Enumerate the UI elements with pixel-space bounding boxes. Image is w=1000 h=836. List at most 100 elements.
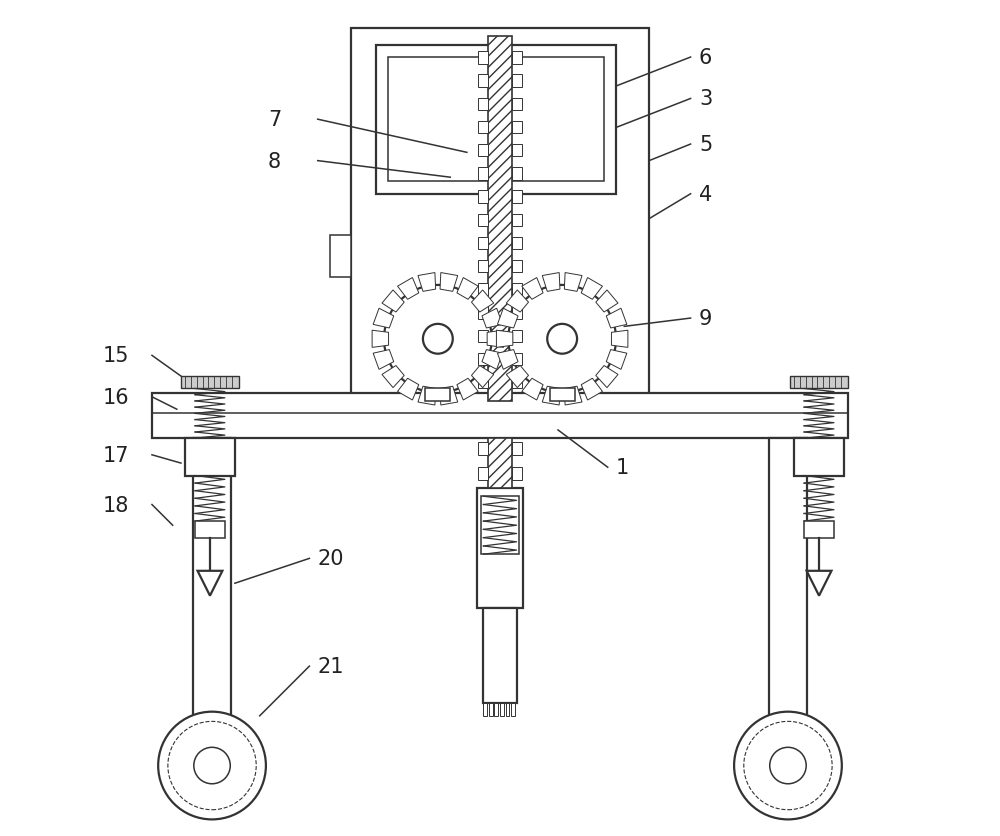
Circle shape [770,747,806,784]
Polygon shape [471,366,494,388]
Bar [512,75,522,88]
Bar [195,522,225,538]
Text: 20: 20 [318,548,344,568]
Bar [512,467,522,480]
Bar [500,704,504,716]
Circle shape [384,286,492,393]
Text: 6: 6 [699,48,712,68]
Text: 3: 3 [699,89,712,110]
Polygon shape [440,273,458,292]
Bar [478,75,488,88]
Polygon shape [487,331,504,348]
Bar [478,122,488,134]
Polygon shape [457,278,478,300]
Bar [512,443,522,456]
Bar [550,389,575,401]
Polygon shape [596,366,618,388]
Bar [483,704,487,716]
Bar [483,609,517,704]
Bar [185,439,235,476]
Text: 7: 7 [268,110,281,130]
Text: 21: 21 [318,656,344,676]
Bar [512,330,522,343]
Polygon shape [382,291,404,313]
Polygon shape [418,273,436,292]
Polygon shape [398,379,419,400]
Circle shape [158,711,266,819]
Bar [330,236,351,278]
Bar [512,168,522,181]
Polygon shape [807,571,831,596]
Bar [512,191,522,204]
Polygon shape [506,366,529,388]
Bar [351,29,649,401]
Polygon shape [457,379,478,400]
Polygon shape [522,278,543,300]
Bar [794,439,844,476]
Polygon shape [482,350,503,370]
Bar [152,393,848,439]
Bar [478,307,488,319]
Polygon shape [373,350,394,370]
Bar [488,439,512,488]
Bar [769,439,807,716]
Circle shape [423,324,453,354]
Bar [512,284,522,296]
Bar [488,38,512,401]
Polygon shape [606,350,627,370]
Bar [481,497,519,554]
Text: 9: 9 [699,308,712,329]
Text: 18: 18 [102,495,129,515]
Bar [512,99,522,111]
Bar [512,214,522,227]
Bar [512,237,522,250]
Bar [478,443,488,456]
Polygon shape [496,331,513,348]
Polygon shape [596,291,618,313]
Bar [478,284,488,296]
Text: 15: 15 [102,346,129,366]
Bar [477,488,523,609]
Bar [512,376,522,389]
Bar [478,145,488,157]
Text: 17: 17 [102,446,129,465]
Polygon shape [497,308,518,329]
Polygon shape [542,273,560,292]
Circle shape [168,721,256,810]
Text: 5: 5 [699,135,712,155]
Polygon shape [372,331,389,348]
Bar [494,704,498,716]
Circle shape [508,286,616,393]
Bar [376,45,616,195]
Bar [478,99,488,111]
Bar [478,191,488,204]
Text: 4: 4 [699,185,712,205]
Bar [511,704,515,716]
Bar [512,307,522,319]
Polygon shape [606,308,627,329]
Bar [478,214,488,227]
Bar [506,704,509,716]
Polygon shape [398,278,419,300]
Polygon shape [522,379,543,400]
Polygon shape [418,387,436,405]
Polygon shape [542,387,560,405]
Circle shape [734,711,842,819]
Text: 1: 1 [616,457,629,477]
Polygon shape [581,278,602,300]
Circle shape [194,747,230,784]
Bar [512,145,522,157]
Polygon shape [471,291,494,313]
Circle shape [744,721,832,810]
Bar [790,376,848,389]
Polygon shape [581,379,602,400]
Polygon shape [611,331,628,348]
Polygon shape [198,571,222,596]
Polygon shape [440,387,458,405]
Bar [478,261,488,273]
Bar [478,168,488,181]
Text: 8: 8 [268,151,281,171]
Bar [478,354,488,366]
Circle shape [547,324,577,354]
Bar [181,376,239,389]
